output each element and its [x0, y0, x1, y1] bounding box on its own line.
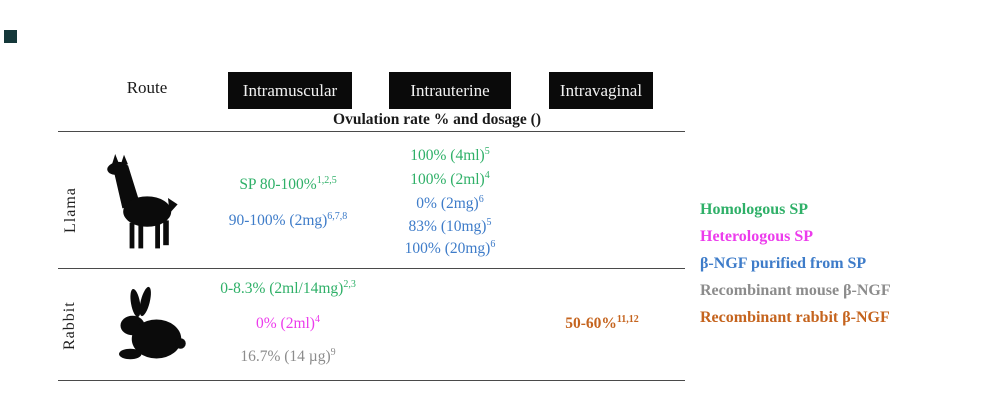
legend-item-heterologous-sp: Heterologous SP	[700, 228, 814, 245]
value-llama-iu-4: 83% (10mg)5	[408, 216, 492, 235]
divider-middle	[58, 268, 685, 269]
value-llama-iu-5: 100% (20mg)6	[404, 238, 496, 257]
column-header-intrauterine: Intrauterine	[389, 72, 511, 109]
value-llama-iu-3: 0% (2mg)6	[416, 193, 484, 212]
corner-mark	[4, 30, 17, 43]
value-rabbit-im-1: 0-8.3% (2ml/14mg)2,3	[220, 278, 356, 297]
value-llama-iu-2: 100% (2ml)4	[410, 169, 490, 188]
row-label-llama: Llama	[62, 187, 79, 234]
value-llama-im-2: 90-100% (2mg)6,7,8	[228, 210, 348, 229]
legend-item-bngf-purified: β-NGF purified from SP	[700, 255, 867, 272]
value-llama-iu-1: 100% (4ml)5	[410, 145, 490, 164]
legend: Homologous SP Heterologous SP β-NGF puri…	[700, 201, 891, 326]
divider-bottom	[58, 380, 685, 381]
value-rabbit-iv-1: 50-60%11,12	[565, 313, 639, 332]
legend-item-homologous-sp: Homologous SP	[700, 201, 809, 218]
route-column-header: Route	[126, 78, 168, 97]
value-llama-im-1: SP 80-100%1,2,5	[239, 174, 337, 193]
llama-icon	[107, 154, 178, 249]
value-rabbit-im-2: 0% (2ml)4	[256, 313, 320, 332]
column-header-intravaginal: Intravaginal	[549, 72, 653, 109]
row-label-rabbit: Rabbit	[61, 301, 78, 351]
legend-item-recombinant-mouse: Recombinant mouse β-NGF	[700, 282, 891, 299]
column-header-intramuscular: Intramuscular	[228, 72, 352, 109]
rabbit-icon	[119, 286, 186, 360]
divider-top	[58, 131, 685, 132]
table-subtitle: Ovulation rate % and dosage ()	[333, 111, 541, 128]
value-rabbit-im-3: 16.7% (14 µg)9	[240, 346, 336, 365]
legend-item-recombinant-rabbit: Recombinant rabbit β-NGF	[700, 309, 890, 326]
